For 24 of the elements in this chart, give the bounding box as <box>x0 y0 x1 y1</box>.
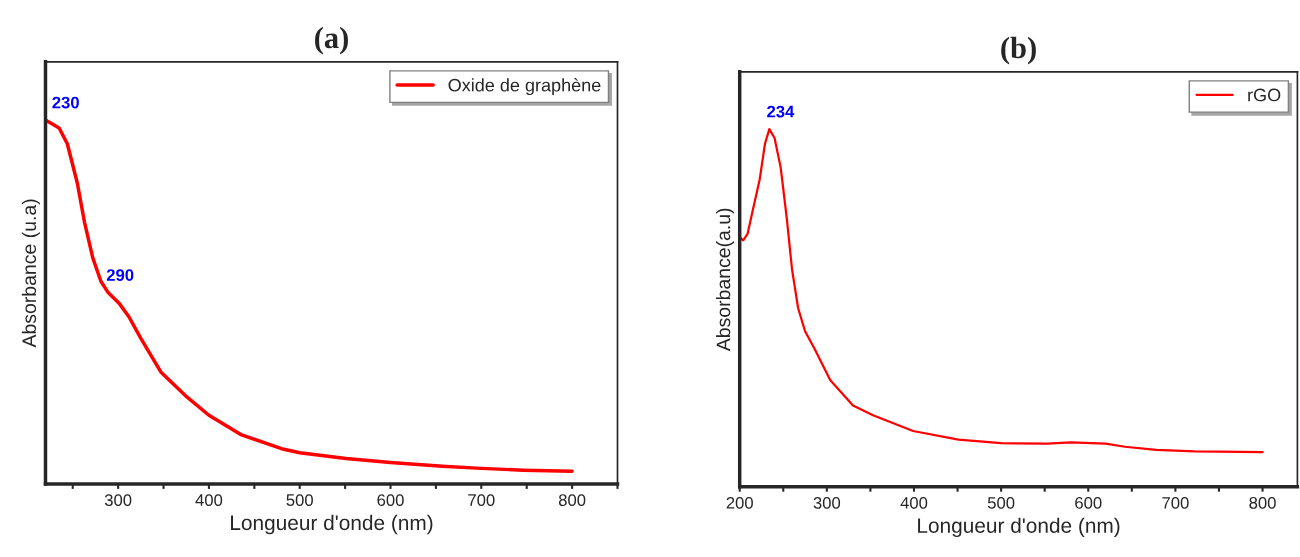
x-tick-label: 600 <box>377 494 404 506</box>
x-tick-label: 800 <box>1249 496 1276 509</box>
x-tick-label: 300 <box>813 496 841 509</box>
y-axis-title: Absorbance (u.a) <box>21 199 40 348</box>
x-tick-label: 700 <box>468 494 495 506</box>
x-tick-label: 700 <box>1162 496 1189 509</box>
x-tick-label: 500 <box>987 496 1015 509</box>
legend-label: Oxide de graphène <box>448 78 601 96</box>
x-tick-label: 200 <box>726 496 753 509</box>
y-axis-title: Absorbance(a.u) <box>716 208 735 352</box>
annotation: 230 <box>52 96 79 109</box>
legend-label: rGO <box>1248 88 1281 102</box>
x-tick-label: 800 <box>558 494 586 506</box>
annotation: 290 <box>106 269 134 281</box>
chart-title: (b) <box>1001 36 1036 65</box>
x-axis-title: Longueur d'onde (nm) <box>918 517 1120 538</box>
x-tick-label: 400 <box>195 494 223 506</box>
x-tick-label: 300 <box>104 494 132 506</box>
annotation: 234 <box>767 105 795 118</box>
x-axis-title: Longueur d'onde (nm) <box>231 514 433 535</box>
x-tick-label: 400 <box>900 496 928 509</box>
chart-title: (a) <box>315 26 348 55</box>
x-tick-label: 600 <box>1075 496 1102 509</box>
x-tick-label: 500 <box>286 494 313 506</box>
